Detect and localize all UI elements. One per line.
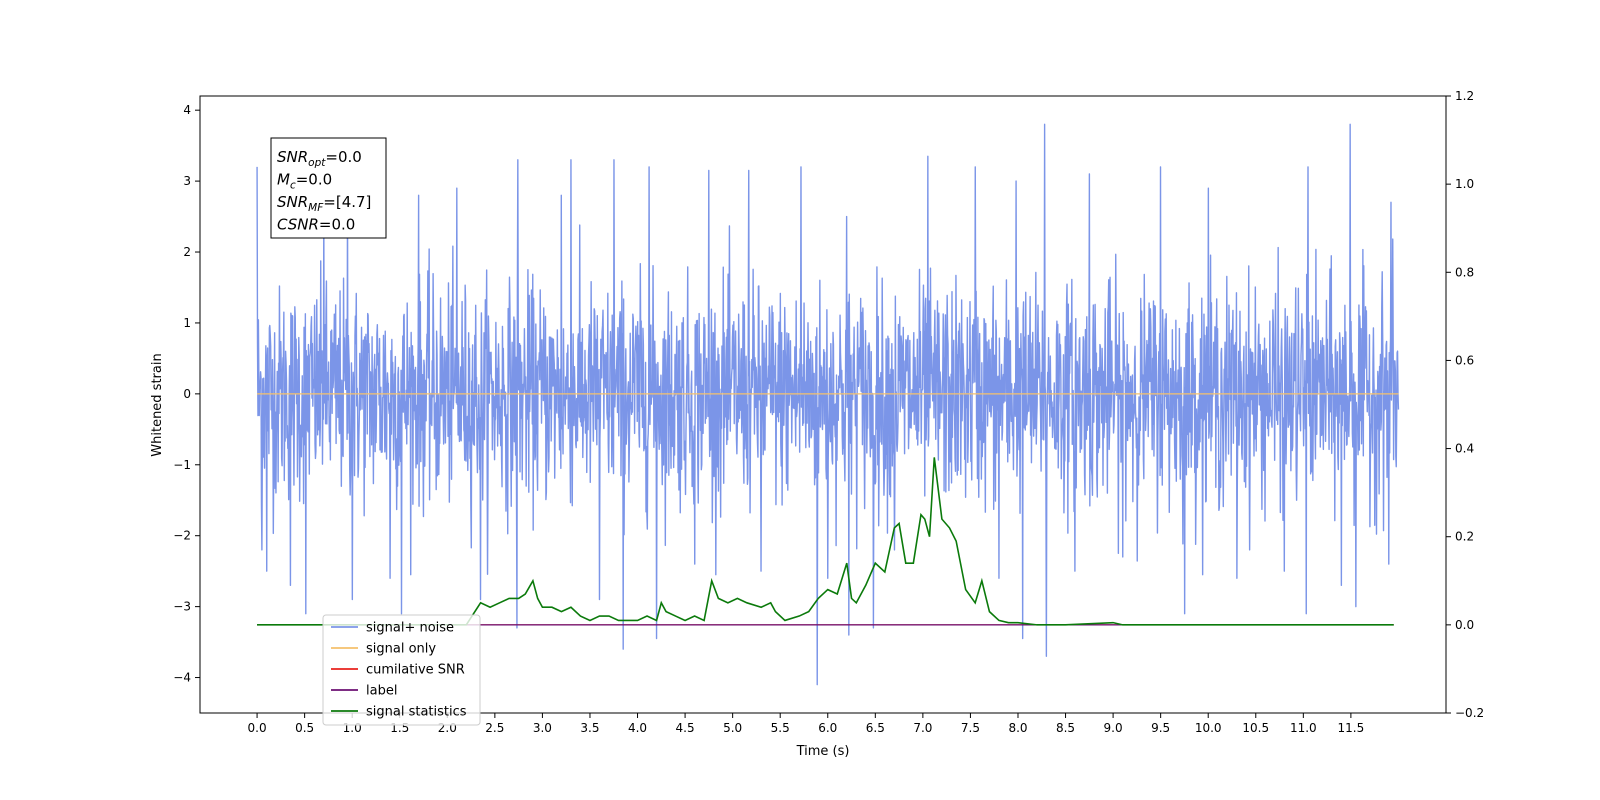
y2-tick-label: 0.4 — [1455, 442, 1474, 456]
x-tick-label: 10.0 — [1195, 721, 1222, 735]
x-tick-label: 2.5 — [485, 721, 504, 735]
plot-frame — [199, 95, 1447, 714]
x-tick-label: 5.5 — [771, 721, 790, 735]
x-axis-label: Time (s) — [796, 744, 850, 759]
annotation-symbol: CSNR — [277, 216, 319, 234]
x-tick-label: 0.0 — [248, 721, 267, 735]
annotation-symbol: SNR — [277, 148, 308, 166]
legend-label: label — [366, 684, 397, 699]
y-tick-label: 3 — [183, 174, 191, 188]
y2-tick-label: 1.2 — [1455, 89, 1474, 103]
y-axis-right: −0.2 0.0 0.2 0.4 0.6 0.8 1.0 1.2 — [1446, 89, 1484, 720]
legend: signal+ noise signal only cumilative SNR la… — [322, 614, 481, 726]
annotation-value: =[4.7] — [323, 193, 371, 211]
x-tick-label: 8.0 — [1008, 721, 1027, 735]
x-tick-label: 10.5 — [1242, 721, 1269, 735]
y-tick-label: 2 — [183, 245, 191, 259]
annotation-value: =0.0 — [325, 148, 361, 166]
x-tick-label: 6.5 — [866, 721, 885, 735]
x-tick-label: 3.0 — [533, 721, 552, 735]
annotation-line: Mc=0.0 — [277, 171, 332, 192]
y-tick-label: −2 — [173, 529, 191, 543]
y-tick-label: 4 — [183, 103, 191, 117]
x-tick-label: 7.0 — [913, 721, 932, 735]
x-tick-label: 7.5 — [961, 721, 980, 735]
annotation-value: =0.0 — [296, 171, 332, 189]
y-axis-label: Whitened strain — [150, 353, 165, 456]
annotation-line: SNRMF=[4.7] — [277, 193, 371, 214]
y-tick-label: −3 — [173, 600, 191, 614]
y-tick-label: 0 — [183, 387, 191, 401]
annotation-symbol: M — [277, 171, 290, 189]
x-tick-label: 5.0 — [723, 721, 742, 735]
y-tick-label: −4 — [173, 671, 191, 685]
x-tick-label: 11.5 — [1338, 721, 1365, 735]
y2-tick-label: −0.2 — [1455, 706, 1484, 720]
x-tick-label: 9.5 — [1151, 721, 1170, 735]
annotation-frame — [270, 137, 387, 239]
y-tick-label: −1 — [173, 458, 191, 472]
legend-label: signal only — [366, 642, 436, 657]
x-tick-label: 9.0 — [1104, 721, 1123, 735]
series-signal-statistics — [257, 457, 1394, 626]
y2-tick-label: 0.6 — [1455, 353, 1474, 367]
y2-tick-label: 0.8 — [1455, 265, 1474, 279]
y-tick-label: 1 — [183, 316, 191, 330]
annotation-line: CSNR=0.0 — [277, 216, 355, 234]
annotation-value: =0.0 — [319, 216, 355, 234]
legend-label: signal statistics — [366, 705, 467, 720]
annotation-subscript: MF — [308, 202, 324, 214]
annotation-subscript: c — [290, 180, 296, 192]
x-tick-label: 3.5 — [580, 721, 599, 735]
y2-tick-label: 0.2 — [1455, 530, 1474, 544]
x-tick-label: 4.5 — [676, 721, 695, 735]
series-signal-noise — [256, 123, 1400, 686]
y-axis-left: −4 −3 −2 −1 0 1 2 3 4 — [173, 103, 200, 685]
x-tick-label: 11.0 — [1290, 721, 1317, 735]
legend-label: cumilative SNR — [366, 663, 465, 678]
x-tick-label: 8.5 — [1056, 721, 1075, 735]
annotation-symbol: SNR — [277, 193, 308, 211]
annotation-subscript: opt — [308, 157, 326, 169]
annotation-line: SNRopt=0.0 — [277, 148, 362, 169]
y2-tick-label: 0.0 — [1455, 618, 1474, 632]
x-tick-label: 6.0 — [818, 721, 837, 735]
x-tick-label: 4.0 — [628, 721, 647, 735]
y2-tick-label: 1.0 — [1455, 177, 1474, 191]
legend-label: signal+ noise — [366, 621, 454, 636]
series-layer — [256, 123, 1400, 686]
legend-frame — [322, 614, 481, 726]
x-tick-label: 0.5 — [295, 721, 314, 735]
